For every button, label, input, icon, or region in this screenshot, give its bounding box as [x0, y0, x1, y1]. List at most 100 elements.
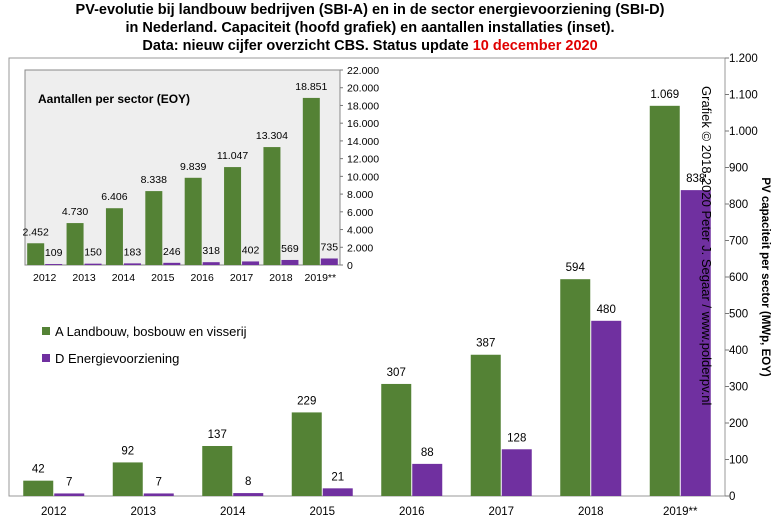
- inset-bar-energie: [123, 263, 141, 265]
- inset-y-tick-label: 4.000: [347, 225, 373, 237]
- legend: A Landbouw, bosbouw en visserij D Energie…: [42, 324, 247, 366]
- title-line-3: Data: nieuw cijfer overzicht CBS. Status…: [0, 37, 740, 55]
- inset-y-tick-label: 10.000: [347, 171, 379, 183]
- title-line-1: PV-evolutie bij landbouw bedrijven (SBI-…: [75, 2, 665, 18]
- data-label-landbouw: 42: [32, 464, 45, 476]
- x-tick-label: 2013: [130, 506, 156, 518]
- inset-data-label-energie: 318: [202, 245, 220, 257]
- title-line-2: in Nederland. Capaciteit (hoofd grafiek)…: [125, 20, 615, 36]
- data-label-energie: 128: [507, 432, 526, 444]
- y-tick-label: 1.000: [729, 126, 758, 138]
- inset-x-tick-label: 2015: [151, 272, 175, 284]
- inset-data-label-landbouw: 6.406: [101, 191, 127, 203]
- inset-y-tick-label: 22.000: [347, 65, 379, 77]
- data-label-energie: 7: [66, 476, 72, 488]
- bar-energie: [501, 449, 532, 496]
- inset-data-label-landbouw: 9.839: [180, 161, 206, 173]
- bar-landbouw: [23, 480, 54, 496]
- bar-energie: [412, 463, 443, 496]
- inset-bar-energie: [320, 258, 338, 265]
- data-label-energie: 480: [597, 304, 616, 316]
- y-tick-label: 400: [729, 345, 748, 357]
- inset-bar-energie: [202, 262, 220, 265]
- x-tick-label: 2018: [578, 506, 604, 518]
- x-tick-label: 2017: [488, 506, 514, 518]
- data-label-energie: 7: [156, 476, 162, 488]
- inset-bar-energie: [242, 261, 260, 265]
- inset-y-tick-label: 16.000: [347, 118, 379, 130]
- x-tick-label: 2016: [399, 506, 425, 518]
- y-tick-label: 800: [729, 199, 748, 211]
- bar-energie: [591, 320, 622, 496]
- inset-data-label-landbouw: 13.304: [256, 130, 288, 142]
- inset-x-tick-label: 2018: [269, 272, 293, 284]
- inset-x-tick-label: 2013: [72, 272, 96, 284]
- inset-data-label-energie: 109: [45, 247, 63, 259]
- inset-x-tick-label: 2019**: [305, 272, 337, 284]
- title-line-3-prefix: Data: nieuw cijfer overzicht CBS. Status…: [142, 38, 473, 54]
- x-tick-label: 2012: [41, 506, 67, 518]
- inset-data-label-energie: 246: [163, 246, 181, 258]
- inset-y-tick-label: 12.000: [347, 154, 379, 166]
- update-date: 10 december 2020: [472, 38, 598, 54]
- inset-data-label-landbouw: 2.452: [23, 226, 49, 238]
- inset-data-label-energie: 150: [84, 247, 102, 259]
- inset-bar-landbouw: [105, 208, 123, 265]
- x-tick-label: 2019**: [663, 506, 698, 518]
- bar-landbouw: [202, 445, 233, 496]
- y-tick-label: 700: [729, 236, 748, 248]
- data-label-landbouw: 307: [387, 367, 406, 379]
- inset-y-tick-label: 14.000: [347, 136, 379, 148]
- inset-bar-energie: [84, 263, 102, 265]
- data-label-landbouw: 229: [297, 395, 316, 407]
- bar-energie: [680, 190, 711, 496]
- legend-label-energie: D Energievoorziening: [55, 351, 179, 366]
- inset-data-label-landbouw: 11.047: [217, 150, 248, 162]
- y-tick-label: 500: [729, 309, 748, 321]
- inset-x-tick-label: 2017: [230, 272, 254, 284]
- inset-y-tick-label: 20.000: [347, 83, 379, 95]
- copyright-watermark: Grafiek © 2018-2020 Peter J. Segaar / ww…: [699, 86, 714, 405]
- bar-landbouw: [291, 412, 322, 496]
- main-chart: 0 100 200 300 400 500 600 700 800 900 1.000 1.100 1.…: [8, 53, 771, 518]
- inset-y-tick-label: 6.000: [347, 207, 373, 219]
- inset-bar-landbouw: [224, 167, 242, 265]
- data-label-landbouw: 137: [208, 429, 227, 441]
- inset-bar-landbouw: [66, 223, 84, 265]
- y-tick-label: 300: [729, 382, 748, 394]
- data-label-energie: 8: [245, 476, 251, 488]
- bar-energie: [233, 493, 264, 496]
- inset-bar-landbouw: [263, 147, 281, 265]
- data-label-landbouw: 92: [121, 445, 134, 457]
- bar-landbouw: [649, 105, 680, 496]
- inset-data-label-landbouw: 4.730: [62, 206, 88, 218]
- y-tick-label: 1.100: [729, 90, 758, 102]
- inset-x-tick-label: 2012: [33, 272, 57, 284]
- y-tick-label: 600: [729, 272, 748, 284]
- inset-bar-landbouw: [184, 177, 202, 265]
- bar-energie: [54, 493, 85, 496]
- inset-bar-landbouw: [27, 243, 45, 265]
- inset-data-label-energie: 735: [321, 241, 339, 253]
- inset-y-tick-label: 0: [347, 260, 353, 272]
- y-axis-label: PV capaciteit per sector (MWp, EOY): [759, 177, 771, 377]
- legend-swatch-landbouw: [42, 327, 50, 335]
- inset-data-label-energie: 569: [281, 243, 299, 255]
- bar-energie: [322, 488, 353, 496]
- x-tick-label: 2015: [309, 506, 335, 518]
- legend-label-landbouw: A Landbouw, bosbouw en visserij: [55, 324, 247, 339]
- bar-landbouw: [381, 383, 412, 496]
- y-tick-label: 0: [729, 491, 735, 503]
- inset-x-tick-label: 2016: [191, 272, 215, 284]
- inset-data-label-landbouw: 8.338: [141, 174, 167, 186]
- inset-bar-landbouw: [302, 97, 320, 265]
- inset-bar-energie: [163, 262, 181, 265]
- bar-landbouw: [112, 462, 143, 496]
- inset-chart: Aantallen per sector (EOY) 0 2.000 4.000 6.0…: [23, 65, 380, 284]
- inset-y-tick-label: 18.000: [347, 100, 379, 112]
- inset-data-label-energie: 183: [124, 246, 142, 258]
- data-label-energie: 838: [686, 173, 705, 185]
- data-label-landbouw: 594: [566, 262, 586, 274]
- y-tick-label: 100: [729, 455, 748, 467]
